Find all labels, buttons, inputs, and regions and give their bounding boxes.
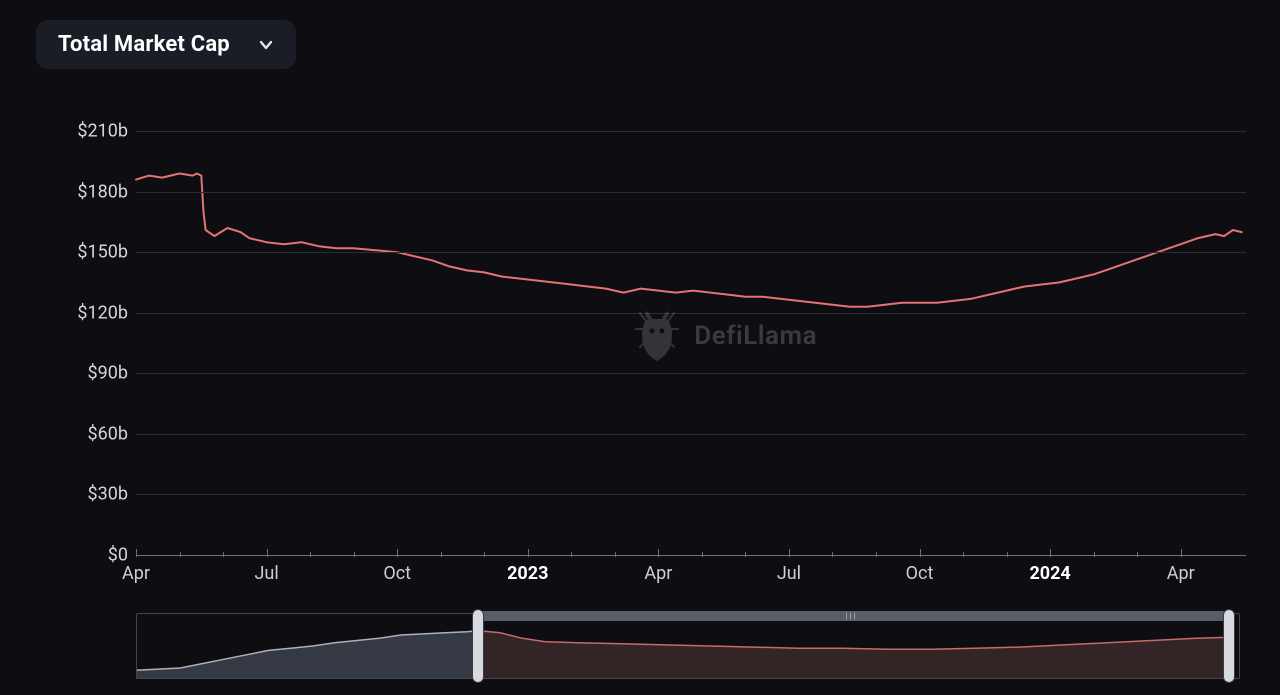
x-axis-label: Jul — [254, 563, 278, 584]
grid-line — [136, 131, 1246, 132]
x-minor-tick — [1007, 552, 1008, 557]
metric-dropdown-label: Total Market Cap — [58, 32, 230, 57]
grid-line — [136, 313, 1246, 314]
x-tick — [528, 549, 529, 557]
x-tick — [267, 549, 268, 557]
y-axis-label: $30b — [88, 484, 128, 505]
x-minor-tick — [180, 552, 181, 557]
brush-selection-bar[interactable]: ||| — [478, 611, 1229, 621]
x-tick — [397, 549, 398, 557]
x-minor-tick — [354, 552, 355, 557]
x-axis-label: Apr — [122, 563, 150, 584]
series-line — [136, 174, 1242, 307]
chevron-down-icon — [258, 37, 274, 53]
x-minor-tick — [223, 552, 224, 557]
grid-line — [136, 494, 1246, 495]
x-axis-label: Jul — [777, 563, 801, 584]
x-minor-tick — [702, 552, 703, 557]
chart-svg — [36, 115, 1246, 575]
x-minor-tick — [441, 552, 442, 557]
x-tick — [1050, 549, 1051, 557]
y-axis-label: $210b — [77, 121, 128, 142]
x-axis-label: Oct — [383, 563, 411, 584]
grid-line — [136, 192, 1246, 193]
y-axis-label: $150b — [77, 242, 128, 263]
x-minor-tick — [963, 552, 964, 557]
x-minor-tick — [832, 552, 833, 557]
brush-frame — [136, 613, 1240, 679]
x-tick — [136, 549, 137, 557]
x-minor-tick — [615, 552, 616, 557]
x-minor-tick — [745, 552, 746, 557]
x-minor-tick — [484, 552, 485, 557]
x-axis-label: Apr — [1167, 563, 1195, 584]
x-axis-label: Apr — [644, 563, 672, 584]
brush-handle-right[interactable] — [1223, 609, 1235, 683]
x-tick — [1181, 549, 1182, 557]
x-axis-line — [136, 555, 1246, 556]
y-axis-label: $120b — [77, 302, 128, 323]
grid-line — [136, 252, 1246, 253]
y-axis-label: $60b — [88, 423, 128, 444]
brush-grip-icon: ||| — [846, 612, 858, 621]
x-minor-tick — [1094, 552, 1095, 557]
range-brush[interactable]: ||| — [136, 613, 1240, 679]
y-axis-label: $180b — [77, 181, 128, 202]
y-axis-label: $90b — [88, 363, 128, 384]
x-minor-tick — [310, 552, 311, 557]
x-tick — [658, 549, 659, 557]
x-minor-tick — [1137, 552, 1138, 557]
x-tick — [789, 549, 790, 557]
x-tick — [920, 549, 921, 557]
metric-dropdown[interactable]: Total Market Cap — [36, 20, 296, 69]
brush-handle-left[interactable] — [472, 609, 484, 683]
x-minor-tick — [876, 552, 877, 557]
main-chart[interactable]: $0$30b$60b$90b$120b$150b$180b$210bAprJul… — [36, 115, 1246, 575]
x-axis-label: 2024 — [1029, 563, 1070, 584]
x-axis-label: 2023 — [507, 563, 548, 584]
grid-line — [136, 434, 1246, 435]
grid-line — [136, 373, 1246, 374]
x-minor-tick — [571, 552, 572, 557]
x-axis-label: Oct — [906, 563, 934, 584]
